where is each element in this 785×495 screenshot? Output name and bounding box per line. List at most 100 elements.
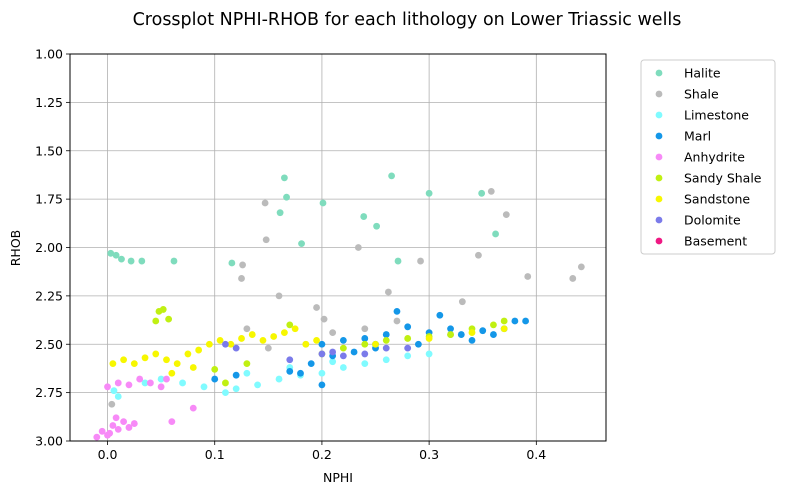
data-point <box>281 329 288 337</box>
legend: Halite Shale Limestone Marl Anhydrite Sandy S… <box>640 59 776 255</box>
data-point <box>98 427 106 435</box>
series-limestone <box>110 350 433 400</box>
data-point <box>275 292 283 300</box>
y-tick-label: 2.25 <box>35 288 63 303</box>
data-point <box>425 350 433 358</box>
data-point <box>104 383 111 391</box>
data-point <box>152 350 160 358</box>
data-point <box>200 383 208 391</box>
data-point <box>222 340 229 348</box>
data-point <box>118 255 125 263</box>
data-point <box>373 222 380 230</box>
legend-marker <box>655 153 663 161</box>
data-point <box>141 379 149 387</box>
data-point <box>425 189 433 197</box>
data-point <box>136 375 144 383</box>
data-point <box>109 422 117 429</box>
data-point <box>254 381 261 389</box>
y-tick-label: 1.75 <box>35 192 63 207</box>
data-point <box>479 327 487 335</box>
y-tick-label: 1.50 <box>35 143 63 158</box>
x-tick-label: 0.4 <box>526 447 546 462</box>
data-point <box>436 311 444 319</box>
data-point <box>490 331 497 338</box>
legend-marker <box>655 111 663 119</box>
data-point <box>248 331 256 338</box>
data-point <box>112 414 120 422</box>
data-point <box>286 356 294 364</box>
data-point <box>417 257 424 265</box>
data-point <box>382 344 390 352</box>
data-point <box>404 344 412 352</box>
data-point <box>106 429 114 437</box>
data-point <box>211 366 219 373</box>
data-point <box>173 360 181 367</box>
data-point <box>211 375 219 383</box>
data-point <box>152 317 160 325</box>
data-point <box>313 304 320 311</box>
data-point <box>490 321 497 329</box>
data-point <box>298 240 305 248</box>
data-point <box>286 321 294 329</box>
data-point <box>125 424 133 431</box>
data-point <box>275 375 283 383</box>
data-point <box>360 213 368 220</box>
data-point <box>157 383 165 391</box>
data-point <box>110 387 118 395</box>
legend-label: Basement <box>684 234 747 249</box>
data-point <box>159 306 167 313</box>
data-point <box>114 393 122 400</box>
data-point <box>228 259 236 267</box>
data-point <box>216 336 224 344</box>
legend-label: Limestone <box>684 108 749 123</box>
data-point <box>354 244 362 251</box>
data-point <box>243 369 251 377</box>
x-tick-label: 0.2 <box>312 447 332 462</box>
data-point <box>577 263 585 271</box>
data-point <box>425 335 433 342</box>
data-point <box>243 325 251 333</box>
data-point <box>339 352 347 360</box>
data-point <box>291 325 299 333</box>
data-point <box>468 336 476 344</box>
data-point <box>339 364 347 371</box>
data-point <box>404 323 412 331</box>
data-point <box>238 275 245 282</box>
data-point <box>329 329 337 337</box>
data-point <box>184 350 192 358</box>
y-tick-label: 1.00 <box>35 47 63 62</box>
y-axis-label: RHOB <box>8 230 23 267</box>
data-point <box>393 307 401 315</box>
data-point <box>382 331 390 338</box>
data-point <box>107 249 115 257</box>
x-axis-ticks: 0.0 0.1 0.2 0.3 0.4 <box>98 441 546 462</box>
data-point <box>478 189 486 197</box>
data-point <box>179 379 186 387</box>
chart-title: Crossplot NPHI-RHOB for each lithology o… <box>133 10 682 30</box>
data-point <box>227 340 235 348</box>
y-tick-label: 2.50 <box>35 337 63 352</box>
data-point <box>320 315 328 323</box>
data-point <box>339 344 347 352</box>
data-point <box>286 367 294 375</box>
data-point <box>318 369 326 377</box>
data-point <box>307 360 315 367</box>
series-anhydrite <box>93 375 197 441</box>
data-point <box>157 375 165 383</box>
y-tick-label: 2.75 <box>35 385 63 400</box>
data-point <box>313 336 320 344</box>
data-point <box>372 340 379 348</box>
data-point <box>109 360 117 367</box>
y-tick-label: 3.00 <box>35 434 63 449</box>
data-point <box>114 379 122 387</box>
legend-marker <box>655 132 663 140</box>
data-point <box>125 381 133 389</box>
data-point <box>270 333 278 340</box>
data-point <box>114 425 122 433</box>
data-point <box>458 298 466 306</box>
data-point <box>120 418 127 426</box>
data-point <box>569 275 577 282</box>
data-point <box>138 257 146 265</box>
data-point <box>297 369 304 377</box>
data-point <box>222 389 229 397</box>
